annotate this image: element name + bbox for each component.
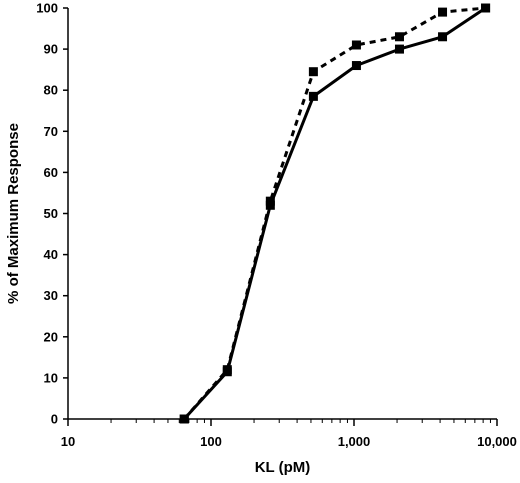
series-dashed-marker <box>438 7 448 17</box>
x-tick-label: 10 <box>61 434 75 449</box>
y-tick-label: 10 <box>44 370 58 385</box>
series-solid-marker <box>351 61 361 71</box>
series-solid-marker <box>308 91 318 101</box>
y-tick-label: 90 <box>44 42 58 57</box>
axes <box>67 8 497 420</box>
y-tick-label: 70 <box>44 124 58 139</box>
series-dashed-marker <box>394 32 404 42</box>
y-tick-label: 100 <box>36 1 58 16</box>
y-axis-ticks: 0 10 20 30 40 50 60 70 80 90 100 <box>36 1 68 427</box>
series-dashed-marker <box>265 196 275 206</box>
x-tick-label: 100 <box>200 434 222 449</box>
y-tick-label: 40 <box>44 247 58 262</box>
y-tick-label: 20 <box>44 329 58 344</box>
y-tick-label: 30 <box>44 288 58 303</box>
series-dashed-line <box>183 6 486 420</box>
y-tick-label: 50 <box>44 206 58 221</box>
y-tick-label: 60 <box>44 165 58 180</box>
series-dashed-marker <box>351 40 361 50</box>
x-tick-label: 1,000 <box>338 434 371 449</box>
series-solid-marker <box>394 44 404 54</box>
y-tick-label: 80 <box>44 83 58 98</box>
y-tick-label: 0 <box>51 412 58 427</box>
series-dashed-marker <box>481 3 491 13</box>
x-axis-title: KL (pM) <box>255 459 311 476</box>
series-dashed-marker <box>222 365 232 375</box>
series-dashed-marker <box>308 67 318 77</box>
series-layer <box>179 3 491 424</box>
x-axis-ticks: 10 100 1,000 10,000 <box>61 419 517 449</box>
series-dashed-marker <box>179 414 189 424</box>
y-axis-title: % of Maximum Response <box>5 123 22 304</box>
series-solid-marker <box>438 32 448 42</box>
x-tick-label: 10,000 <box>477 434 517 449</box>
